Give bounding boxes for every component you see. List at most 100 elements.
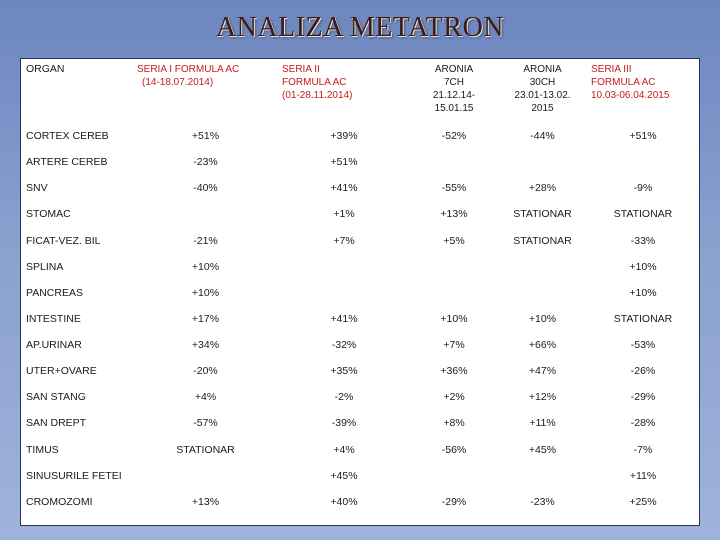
table-cell [410,463,498,489]
table-grid: ORGAN SERIA I FORMULA AC (14-18.07.2014) SE… [21,59,699,525]
table-cell: +13% [440,208,468,221]
header-seria-2: SERIA II FORMULA AC (01-28.11.2014) [278,59,410,123]
table-cell: +10% [528,312,557,325]
table-cell: +4% [333,443,355,456]
table-cell: -29% [441,495,467,508]
organ-name: CORTEX CEREB [26,130,109,143]
table-cell: -28% [630,417,656,430]
header-aronia-7ch-line: 7CH [443,77,464,88]
table-cell: -55% [441,182,467,195]
table-cell: +13% [191,495,220,508]
table-cell: -33% [630,234,656,247]
table-cell [278,254,410,280]
table-cell: +41% [330,182,358,195]
table-cell: -39% [331,417,357,430]
table-cell: +10% [191,260,220,273]
table-cell: -56% [441,443,467,456]
page-title: ANALIZA METATRON [215,12,505,43]
header-aronia-30ch-line: 30CH [529,77,556,88]
organ-name: SINUSURILE FETEI [26,469,122,482]
table-cell [587,149,699,175]
table-cell: +34% [191,339,220,352]
table-cell: +35% [330,365,358,378]
table-cell: +47% [528,365,557,378]
header-seria-1-line: SERIA I FORMULA AC [137,64,240,75]
table-cell: -44% [530,130,555,143]
table-cell: +10% [191,286,220,299]
table-cell: +10% [629,286,657,299]
header-aronia-30ch-line: 2015 [531,103,554,114]
table-cell: -52% [441,130,467,143]
organ-name: PANCREAS [26,286,83,299]
table-cell: +45% [528,443,557,456]
header-seria-3: SERIA III FORMULA AC 10.03-06.04.2015 [587,59,699,123]
table-cell: +28% [528,182,557,195]
table-cell: -23% [193,156,218,169]
header-seria-3-line: FORMULA AC [591,77,656,88]
table-cell: +39% [330,130,358,143]
table-cell: -57% [193,417,218,430]
table-cell: +25% [629,495,657,508]
table-cell: -23% [530,495,555,508]
table-cell: -9% [633,182,653,195]
header-organ: ORGAN [26,63,65,75]
data-table: ORGAN SERIA I FORMULA AC (14-18.07.2014) SE… [20,58,700,526]
table-cell: +11% [629,469,657,482]
table-cell: STATIONAR [613,208,673,221]
organ-name: SAN DREPT [26,417,87,430]
table-cell: +12% [528,391,557,404]
organ-name: TIMUS [26,443,59,456]
table-cell: +45% [330,469,358,482]
table-cell: -7% [633,443,653,456]
table-cell [410,254,498,280]
table-cell [278,280,410,306]
table-cell: STATIONAR [513,208,572,221]
table-cell: +36% [440,365,468,378]
header-aronia-30ch-line: ARONIA [523,64,562,75]
organ-name: SAN STANG [26,391,86,404]
table-cell: -20% [193,365,218,378]
table-cell: +51% [191,130,220,143]
table-cell [410,280,498,306]
header-seria-2-line: FORMULA AC [282,77,347,88]
table-cell: -32% [331,339,357,352]
table-cell: +41% [330,312,358,325]
table-cell [498,254,587,280]
header-seria-2-line: (01-28.11.2014) [282,90,353,101]
table-cell [410,149,498,175]
header-seria-1: SERIA I FORMULA AC (14-18.07.2014) [133,59,278,123]
table-cell: +5% [443,234,465,247]
organ-name: FICAT-VEZ. BIL [26,234,101,247]
organ-name: INTESTINE [26,312,81,325]
table-cell [133,201,278,227]
table-cell [498,463,587,489]
header-aronia-7ch-line: 15.01.15 [434,103,474,114]
header-seria-3-line: 10.03-06.04.2015 [591,90,670,101]
organ-name: UTER+OVARE [26,365,97,378]
organ-name: STOMAC [26,208,71,221]
table-cell [498,149,587,175]
table-cell: STATIONAR [613,312,673,325]
header-seria-2-line: SERIA II [282,64,320,75]
table-cell: -40% [193,182,218,195]
organ-name: ARTERE CEREB [26,156,108,169]
table-cell: -26% [630,365,656,378]
organ-name: AP.URINAR [26,339,82,352]
organ-name: SPLINA [26,260,64,273]
header-aronia-7ch-line: ARONIA [434,64,474,75]
header-aronia-7ch: ARONIA 7CH 21.12.14- 15.01.15 [410,59,498,123]
header-aronia-30ch: ARONIA 30CH 23.01-13.02. 2015 [498,59,587,123]
organ-name: SNV [26,182,48,195]
table-cell: +17% [191,312,220,325]
header-seria-3-line: SERIA III [591,64,632,75]
table-cell: +8% [443,417,465,430]
organ-name: CROMOZOMI [26,495,93,508]
table-cell: -21% [193,234,218,247]
table-cell: -29% [630,391,656,404]
header-aronia-30ch-line: 23.01-13.02. [514,90,571,101]
table-cell: +66% [528,339,557,352]
table-cell: +7% [443,339,465,352]
header-aronia-7ch-line: 21.12.14- [432,90,476,101]
table-cell: STATIONAR [176,443,235,456]
table-cell: -53% [630,339,656,352]
